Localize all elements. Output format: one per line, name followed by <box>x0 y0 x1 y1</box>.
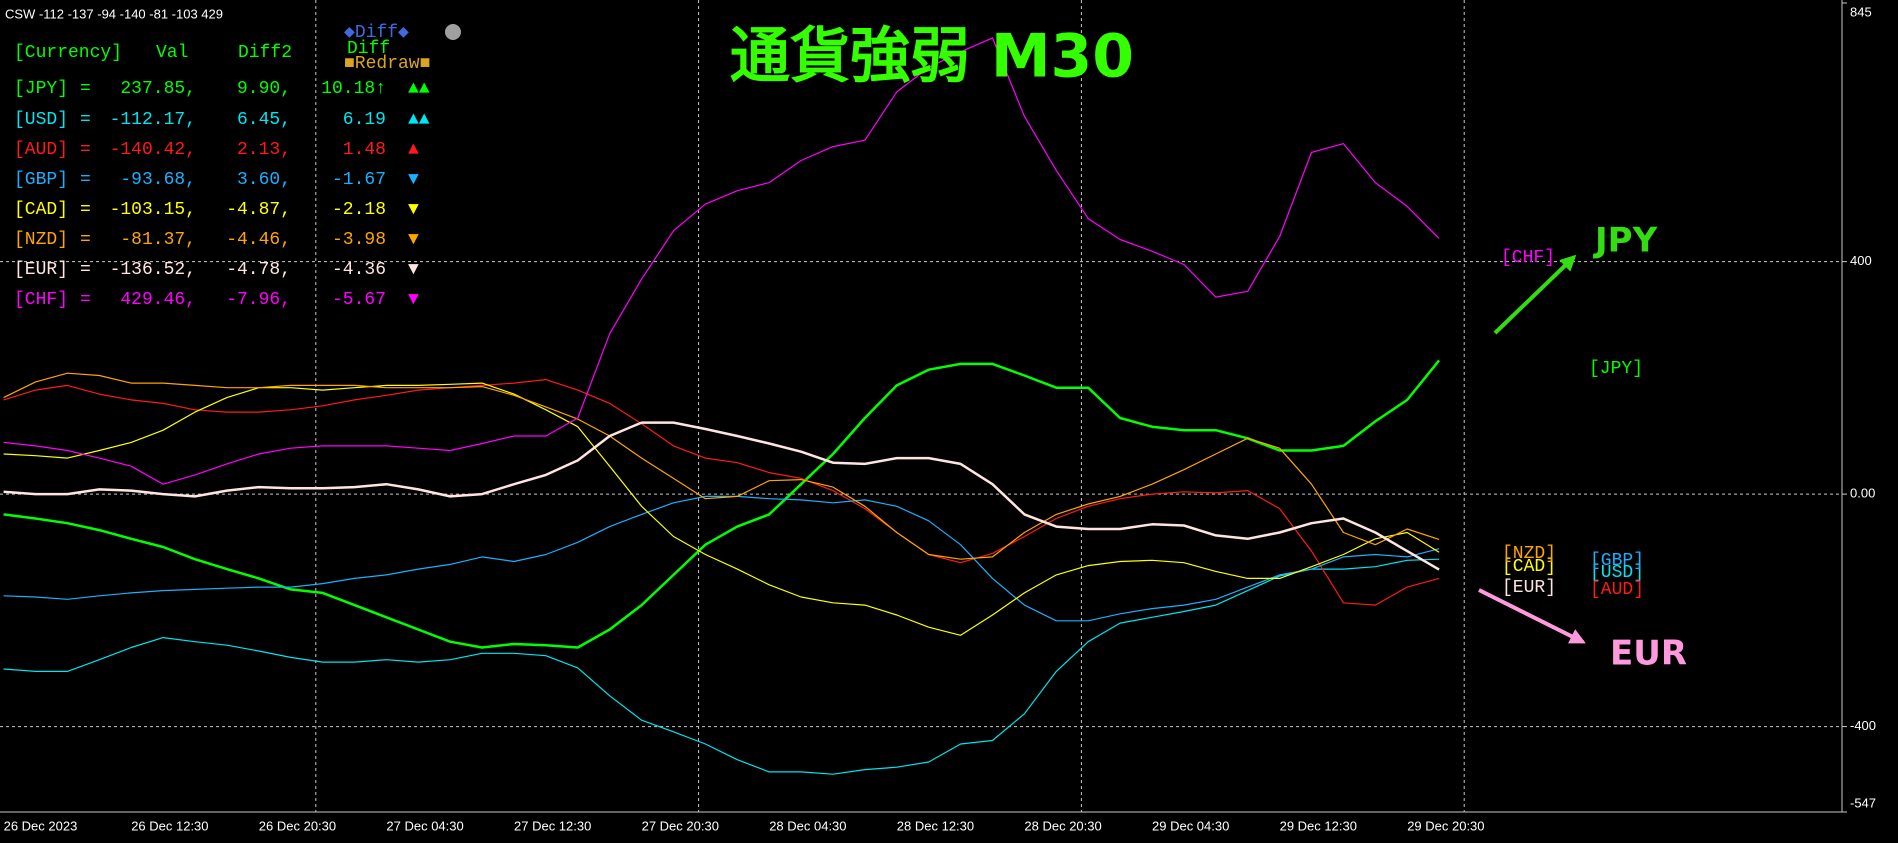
x-tick-label: 27 Dec 04:30 <box>386 818 463 833</box>
panel-header: [Currency] <box>14 43 122 63</box>
panel-arrows: ▼ <box>408 230 419 250</box>
panel-val: 237.85, <box>120 79 196 99</box>
series-label: [CAD] <box>1502 557 1556 577</box>
x-tick-label: 26 Dec 20:30 <box>259 818 336 833</box>
panel-arrows: ▼ <box>408 170 419 190</box>
status-dot <box>445 24 461 40</box>
panel-diff: 10.18↑ <box>321 79 386 99</box>
x-tick-label: 28 Dec 04:30 <box>769 818 846 833</box>
series-label: [GBP] <box>1590 551 1644 571</box>
panel-val: -93.68, <box>120 170 196 190</box>
panel-header: Diff <box>347 39 390 59</box>
x-tick-label: 29 Dec 12:30 <box>1280 818 1357 833</box>
panel-header: Val <box>156 43 188 63</box>
x-tick-label: 28 Dec 12:30 <box>897 818 974 833</box>
panel-diff: -2.18 <box>332 200 386 220</box>
panel-arrows: ▲ <box>408 140 419 160</box>
x-tick-label: 27 Dec 20:30 <box>642 818 719 833</box>
panel-diff2: 2.13, <box>237 140 291 160</box>
panel-diff2: -4.87, <box>226 200 291 220</box>
chart-title: 通貨強弱 M30 <box>730 22 1134 92</box>
series-line <box>3 382 1440 636</box>
panel-val: -81.37, <box>120 230 196 250</box>
series-line <box>3 379 1440 606</box>
panel-name: [NZD] <box>14 230 68 250</box>
series-line <box>3 372 1440 560</box>
indicator-label: CSW -112 -137 -94 -140 -81 -103 429 <box>5 6 223 21</box>
panel-diff2: -4.78, <box>226 260 291 280</box>
panel-separator: = <box>80 110 91 130</box>
x-tick-label: 26 Dec 12:30 <box>131 818 208 833</box>
series-line <box>3 37 1440 485</box>
annotation: JPY <box>1593 221 1658 261</box>
grid-layer <box>0 0 1842 812</box>
panel-arrows: ▼ <box>408 260 419 280</box>
annotation-arrow <box>1478 588 1586 644</box>
series-label: [USD] <box>1590 563 1644 583</box>
panel-name: [GBP] <box>14 170 68 190</box>
panel-name: [USD] <box>14 110 68 130</box>
x-tick-label: 26 Dec 2023 <box>4 818 78 833</box>
y-tick-label: 400 <box>1850 253 1872 268</box>
series-label: [AUD] <box>1590 580 1644 600</box>
diff-button[interactable]: ◆Diff◆ <box>344 23 409 43</box>
panel-name: [CHF] <box>14 290 68 310</box>
panel-val: -112.17, <box>110 110 196 130</box>
series-line <box>3 359 1441 649</box>
y-tick-label: -547 <box>1850 795 1876 810</box>
y-tick-label: 0.00 <box>1850 486 1875 501</box>
panel-diff: 1.48 <box>343 140 386 160</box>
panel-diff2: 9.90, <box>237 79 291 99</box>
panel-name: [EUR] <box>14 260 68 280</box>
line-layer <box>3 37 1441 775</box>
x-tick-label: 29 Dec 20:30 <box>1407 818 1484 833</box>
panel-val: -103.15, <box>110 200 196 220</box>
panel-separator: = <box>80 290 91 310</box>
series-line <box>3 421 1440 571</box>
panel-separator: = <box>80 200 91 220</box>
panel-name: [CAD] <box>14 200 68 220</box>
series-label: [CHF] <box>1501 248 1555 268</box>
panel-val: 429.46, <box>120 290 196 310</box>
panel-diff2: -4.46, <box>226 230 291 250</box>
panel-diff2: -7.96, <box>226 290 291 310</box>
panel-header: Diff2 <box>238 43 292 63</box>
panel-name: [AUD] <box>14 140 68 160</box>
panel-separator: = <box>80 260 91 280</box>
annotation: EUR <box>1610 634 1687 674</box>
panel-arrows: ▼ <box>408 200 419 220</box>
annotation-arrow <box>1493 254 1577 335</box>
panel-diff2: 6.45, <box>237 110 291 130</box>
panel-name: [JPY] <box>14 79 68 99</box>
panel-diff: -1.67 <box>332 170 386 190</box>
panel-arrows: ▲▲ <box>408 110 430 130</box>
series-line <box>3 495 1440 622</box>
x-tick-label: 29 Dec 04:30 <box>1152 818 1229 833</box>
panel-val: -136.52, <box>110 260 196 280</box>
panel-arrows: ▼ <box>408 290 419 310</box>
series-label: [NZD] <box>1502 544 1556 564</box>
panel-separator: = <box>80 230 91 250</box>
x-tick-label: 28 Dec 20:30 <box>1024 818 1101 833</box>
y-tick-label: -400 <box>1850 718 1876 733</box>
panel-diff2: 3.60, <box>237 170 291 190</box>
series-label: [JPY] <box>1589 359 1643 379</box>
redraw-button[interactable]: ■Redraw■ <box>344 54 430 74</box>
panel-separator: = <box>80 140 91 160</box>
panel-separator: = <box>80 170 91 190</box>
x-tick-label: 27 Dec 12:30 <box>514 818 591 833</box>
panel-diff: -4.36 <box>332 260 386 280</box>
panel-diff: -5.67 <box>332 290 386 310</box>
y-tick-label: 845 <box>1850 4 1872 19</box>
panel-separator: = <box>80 79 91 99</box>
panel-diff: -3.98 <box>332 230 386 250</box>
panel-val: -140.42, <box>110 140 196 160</box>
series-label: [EUR] <box>1502 578 1556 598</box>
panel-diff: 6.19 <box>343 110 386 130</box>
series-line <box>3 558 1440 775</box>
panel-arrows: ▲▲ <box>408 79 430 99</box>
